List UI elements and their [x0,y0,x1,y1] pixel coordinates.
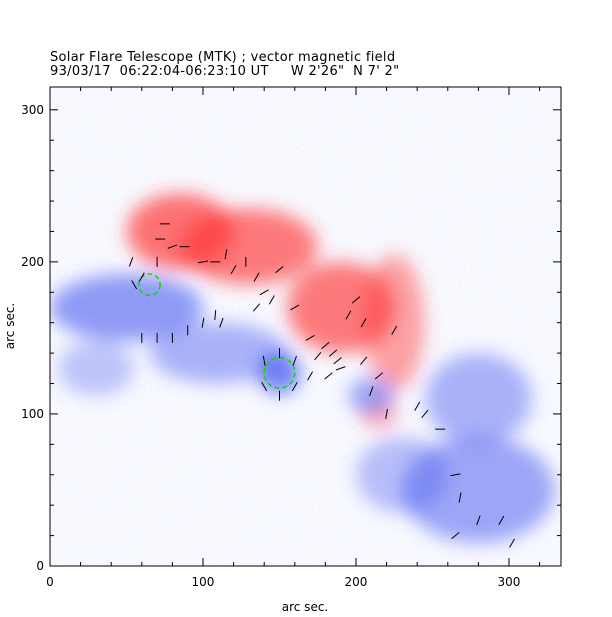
y-tick-label: 200 [21,255,44,269]
negative-field-region [50,274,203,341]
field-vector [290,304,300,311]
field-vector [253,272,260,282]
negative-field-region [149,322,288,384]
field-vector [128,257,134,267]
field-vector [261,381,268,392]
x-tick-label: 200 [345,575,368,589]
field-vector [131,280,138,290]
field-vector [333,357,342,365]
field-vector [292,355,297,366]
negative-field-region [424,353,532,445]
field-vector [451,531,460,540]
field-vector [421,409,429,419]
field-vector [450,473,461,477]
field-vector [167,244,178,249]
x-axis-label: arc sec. [282,600,328,614]
field-vector [498,515,505,525]
field-vector [324,372,333,380]
negative-field-region [57,340,135,396]
chart-title: Solar Flare Telescope (MTK) ; vector mag… [50,50,396,65]
negative-field-region [355,436,448,513]
field-vector [275,265,284,274]
field-vector [214,310,217,321]
negative-field-region [348,377,395,414]
field-vector [201,317,205,328]
field-vector [360,356,368,365]
field-vector [268,295,275,305]
field-vector [369,386,374,396]
field-vector [351,296,361,304]
plot-frame [49,86,562,567]
field-vector [385,408,388,419]
field-vector [476,515,481,526]
field-vector [335,366,346,371]
field-vector [224,249,228,260]
x-tick-label: 300 [498,575,521,589]
chart-subtitle: 93/03/17 06:22:04-06:23:10 UT W 2'26" N … [50,64,400,79]
field-vector [321,341,330,350]
positive-field-region [180,208,318,285]
field-vector [509,538,515,548]
field-vector [219,317,224,328]
y-tick-label: 0 [36,559,44,573]
field-vector [414,401,421,411]
field-vector [307,371,314,381]
field-vector [374,372,384,380]
field-vector [345,310,352,320]
field-vector [230,264,237,275]
field-vector [259,289,269,296]
field-vector [252,303,261,312]
field-vector [360,318,367,328]
field-vector [314,352,322,361]
field-vector [291,381,298,392]
field-vector [197,260,209,264]
field-vector [138,272,145,282]
y-tick-label: 300 [21,103,44,117]
y-axis-label: arc sec. [3,303,17,349]
field-vector [328,349,338,357]
field-vector [262,355,266,366]
neutral-line-contour [137,273,161,297]
neutral-line-contour [263,356,296,389]
x-tick-label: 0 [46,575,54,589]
positive-field-region [363,254,425,392]
x-tick-label: 100 [192,575,215,589]
y-tick-label: 100 [21,407,44,421]
field-vector [305,334,315,341]
field-vector [458,492,462,503]
field-vector [391,325,398,335]
